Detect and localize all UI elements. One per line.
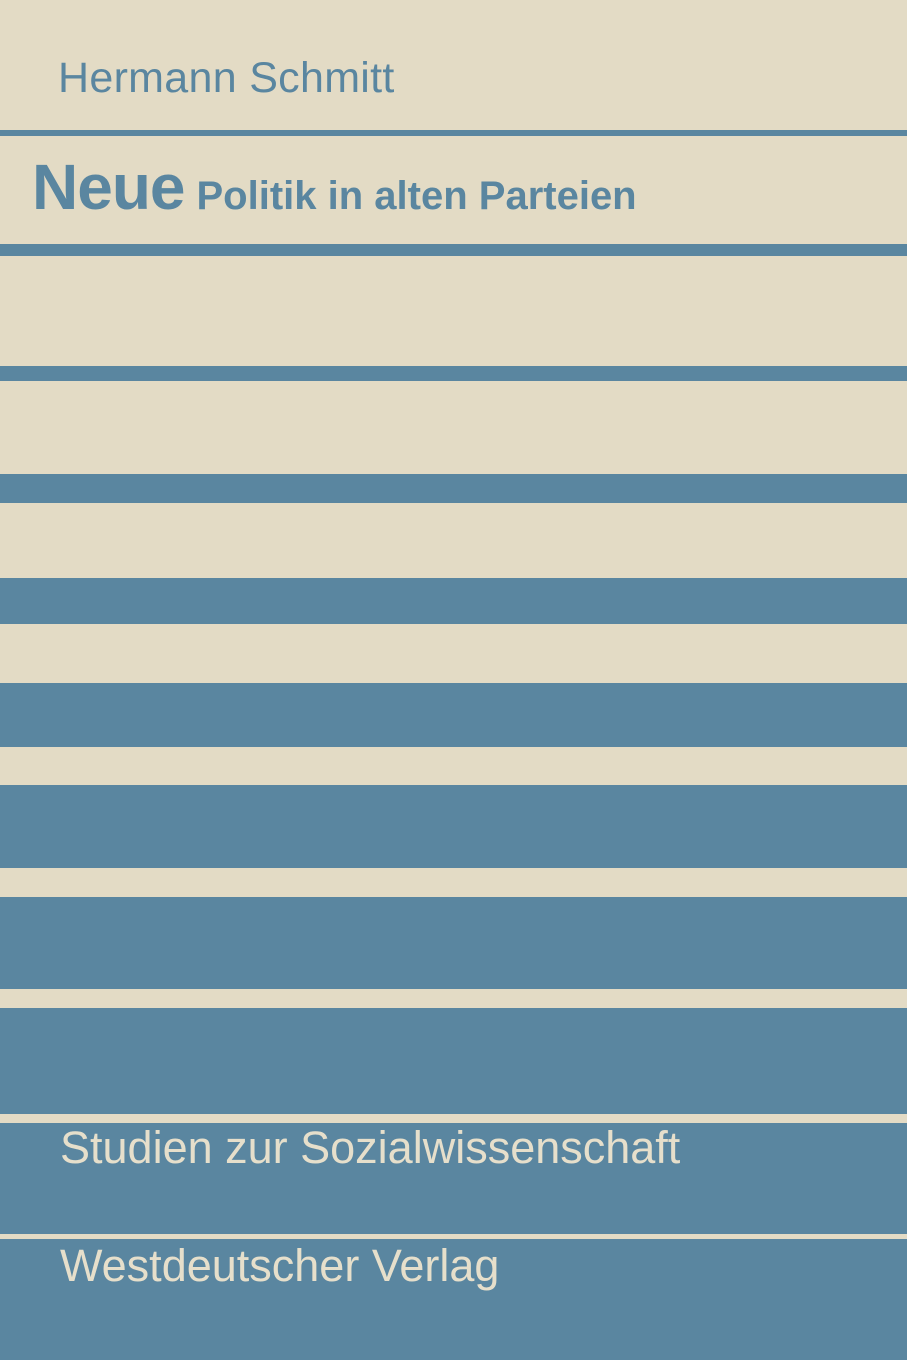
title-rest: Politik in alten Parteien (196, 174, 637, 218)
light-line (0, 1114, 907, 1123)
stripe (0, 366, 907, 381)
stripe (0, 244, 907, 256)
author-name: Hermann Schmitt (58, 54, 395, 102)
stripe (0, 474, 907, 503)
stripe (0, 1008, 907, 1360)
stripe (0, 897, 907, 989)
stripe (0, 130, 907, 136)
series-name: Studien zur Sozialwissenschaft (60, 1122, 681, 1173)
title-main: Neue (32, 151, 185, 223)
stripe (0, 683, 907, 747)
light-line (0, 1234, 907, 1239)
stripe (0, 785, 907, 868)
book-title: Neue Politik in alten Parteien (32, 150, 637, 224)
stripe (0, 578, 907, 624)
publisher-name: Westdeutscher Verlag (60, 1240, 500, 1291)
